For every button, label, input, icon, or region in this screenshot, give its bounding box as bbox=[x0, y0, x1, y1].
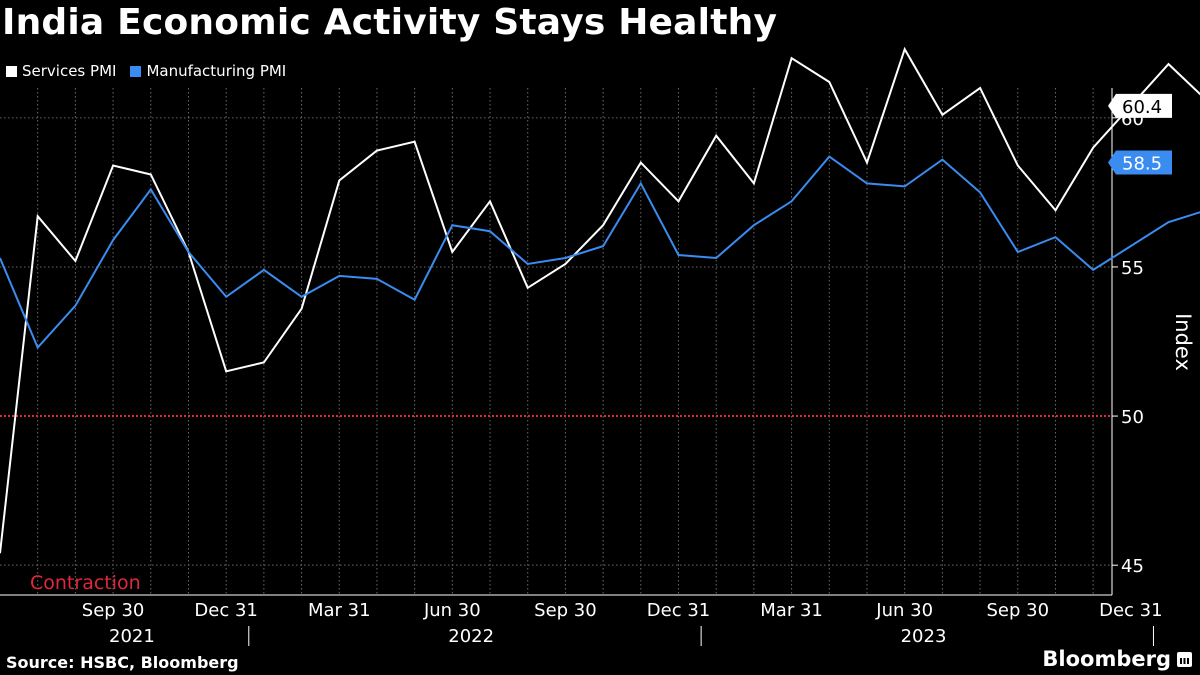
y-axis-title: Index bbox=[1171, 313, 1195, 371]
contraction-label: Contraction bbox=[30, 572, 141, 594]
x-tick-label: Mar 31 bbox=[760, 600, 823, 621]
y-tick-label: 45 bbox=[1121, 556, 1144, 577]
manufacturing-end-label: 58.5 bbox=[1122, 154, 1162, 175]
bloomberg-logo: Bloomberg bbox=[1042, 647, 1192, 671]
manufacturing-end-label-bg bbox=[1108, 150, 1172, 175]
x-tick-label: Sep 30 bbox=[986, 600, 1049, 621]
legend-swatch-manufacturing bbox=[130, 65, 142, 77]
services-end-label-bg bbox=[1108, 93, 1172, 118]
services-end-label: 60.4 bbox=[1122, 97, 1162, 118]
x-tick-label: Jun 30 bbox=[423, 600, 481, 621]
x-year-label: 2023 bbox=[901, 626, 947, 647]
x-tick-label: Dec 31 bbox=[194, 600, 257, 621]
y-tick-label: 50 bbox=[1121, 407, 1144, 428]
services-pmi-line bbox=[0, 46, 1200, 554]
legend-item-services: Services PMI bbox=[6, 62, 116, 80]
x-tick-label: Sep 30 bbox=[82, 600, 145, 621]
x-tick-label: Dec 31 bbox=[1099, 600, 1162, 621]
manufacturing-pmi-line bbox=[0, 155, 1200, 350]
x-tick-label: Mar 31 bbox=[308, 600, 371, 621]
legend-label-manufacturing: Manufacturing PMI bbox=[146, 62, 287, 80]
legend-swatch-services bbox=[6, 65, 17, 77]
x-year-label: 2022 bbox=[448, 626, 494, 647]
source-note: Source: HSBC, Bloomberg bbox=[6, 653, 239, 672]
legend-label-services: Services PMI bbox=[22, 62, 117, 80]
bloomberg-chart-icon bbox=[1177, 651, 1192, 667]
legend-item-manufacturing: Manufacturing PMI bbox=[130, 62, 286, 80]
x-year-label: 2021 bbox=[109, 626, 155, 647]
y-tick-label: 55 bbox=[1121, 258, 1144, 279]
brand-name: Bloomberg bbox=[1042, 647, 1171, 671]
x-tick-label: Sep 30 bbox=[534, 600, 597, 621]
legend: Services PMI Manufacturing PMI bbox=[6, 62, 286, 80]
chart-title: India Economic Activity Stays Healthy bbox=[2, 2, 778, 43]
x-tick-label: Dec 31 bbox=[647, 600, 710, 621]
x-tick-label: Jun 30 bbox=[875, 600, 933, 621]
